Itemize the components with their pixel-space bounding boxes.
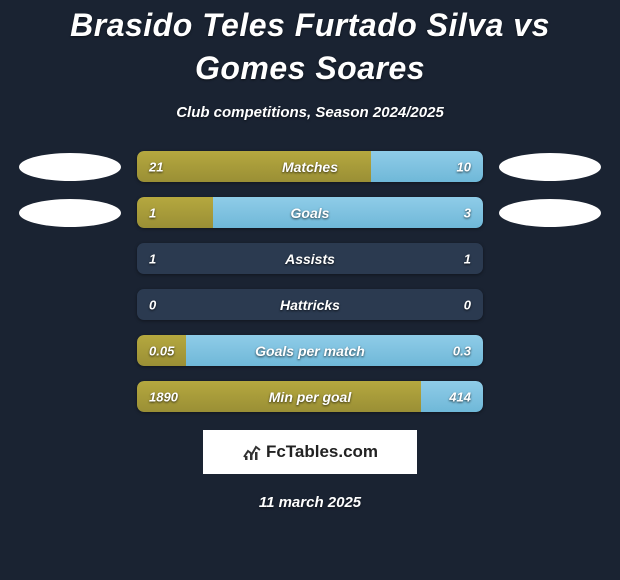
bar-track: 1 Assists 1 — [137, 243, 483, 274]
player1-value: 1890 — [149, 389, 178, 404]
bar-track: 1 Goals 3 — [137, 197, 483, 228]
stat-label: Hattricks — [280, 297, 340, 313]
bar-track: 0.05 Goals per match 0.3 — [137, 335, 483, 366]
stat-label: Assists — [285, 251, 335, 267]
stats-chart: 21Matches101Goals31Assists10Hattricks00.… — [0, 151, 620, 412]
player1-value: 21 — [149, 159, 163, 174]
chart-icon — [242, 442, 262, 462]
player2-value: 10 — [457, 159, 471, 174]
stat-label: Matches — [282, 159, 338, 175]
stat-label: Min per goal — [269, 389, 351, 405]
page-title: Brasido Teles Furtado Silva vs Gomes Soa… — [0, 4, 620, 90]
player2-value: 1 — [464, 251, 471, 266]
stat-bar: 1890 Min per goal 414 — [137, 381, 483, 412]
bar-segment-player2 — [213, 197, 483, 228]
stat-row: 1 Assists 1 — [0, 243, 620, 274]
bar-track: 0 Hattricks 0 — [137, 289, 483, 320]
branding-box: FcTables.com — [203, 430, 417, 474]
player1-value: 0 — [149, 297, 156, 312]
stat-row: 1 Goals 3 — [0, 197, 620, 228]
player1-avatar — [19, 153, 121, 181]
stat-bar: 1 Goals 3 — [137, 197, 483, 228]
stat-row: 0 Hattricks 0 — [0, 289, 620, 320]
stat-bar: 0 Hattricks 0 — [137, 289, 483, 320]
stat-bar: 0.05 Goals per match 0.3 — [137, 335, 483, 366]
player2-avatar — [499, 153, 601, 181]
player2-value: 0 — [464, 297, 471, 312]
player1-value: 1 — [149, 205, 156, 220]
stat-bar: 21 Matches 10 — [137, 151, 483, 182]
date-label: 11 march 2025 — [259, 494, 361, 511]
player2-value: 414 — [449, 389, 471, 404]
branding-text: FcTables.com — [266, 442, 378, 462]
bar-track: 21 Matches 10 — [137, 151, 483, 182]
stat-label: Goals — [291, 205, 330, 221]
stat-row: 1890 Min per goal 414 — [0, 381, 620, 412]
stat-row: 0.05 Goals per match 0.3 — [0, 335, 620, 366]
stat-label: Goals per match — [255, 343, 365, 359]
comparison-infographic: Brasido Teles Furtado Silva vs Gomes Soa… — [0, 0, 620, 580]
branding-label: FcTables.com — [242, 442, 378, 462]
player1-avatar-secondary — [19, 199, 121, 227]
player1-value: 0.05 — [149, 343, 174, 358]
player1-value: 1 — [149, 251, 156, 266]
bar-track: 1890 Min per goal 414 — [137, 381, 483, 412]
player2-avatar-secondary — [499, 199, 601, 227]
stat-bar: 1 Assists 1 — [137, 243, 483, 274]
player2-value: 3 — [464, 205, 471, 220]
player2-value: 0.3 — [453, 343, 471, 358]
subtitle: Club competitions, Season 2024/2025 — [176, 104, 444, 121]
stat-row: 21 Matches 10 — [0, 151, 620, 182]
